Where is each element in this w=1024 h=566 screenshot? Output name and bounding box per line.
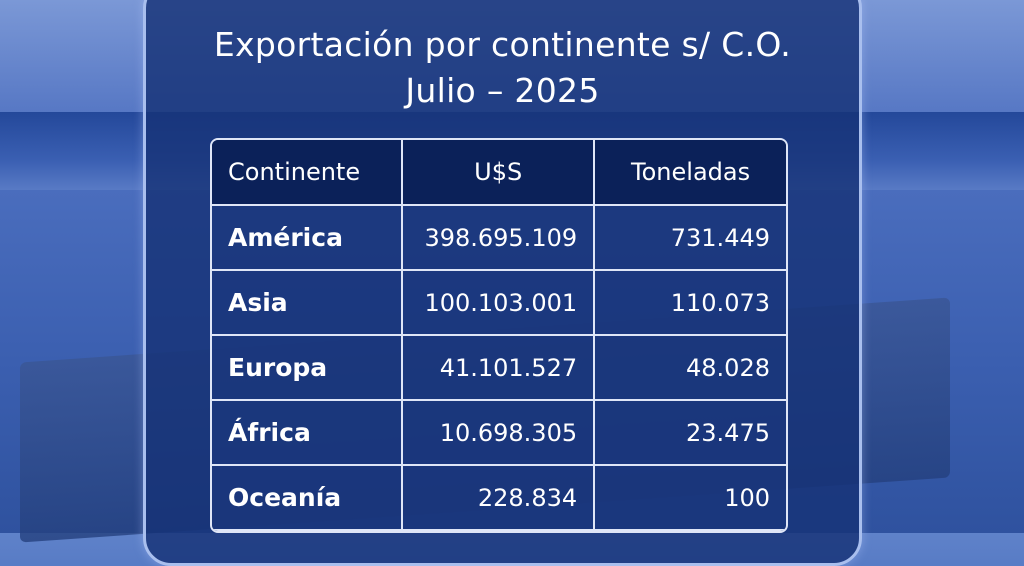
cell-tons: 100 [595,466,786,531]
cell-usd: 398.695.109 [403,206,596,271]
table-header-row: Continente U$S Toneladas [212,140,786,206]
cell-tons: 110.073 [595,271,786,336]
cell-continent: Asia [212,271,404,336]
cell-tons: 48.028 [595,336,786,401]
table-row: Oceanía 228.834 100 [212,466,786,531]
cell-continent: Europa [212,336,404,401]
cell-continent: Oceanía [212,466,404,531]
cell-continent: América [212,206,404,271]
cell-usd: 100.103.001 [403,271,596,336]
table-row: América 398.695.109 731.449 [212,206,786,271]
table-row: África 10.698.305 23.475 [212,401,786,466]
header-usd: U$S [403,140,596,206]
cell-continent: África [212,401,404,466]
title-line-2: Julio – 2025 [405,71,600,110]
header-continent: Continente [212,140,404,206]
cell-tons: 731.449 [595,206,786,271]
export-table: Continente U$S Toneladas América 398.695… [210,138,788,533]
cell-usd: 41.101.527 [403,336,596,401]
cell-usd: 10.698.305 [403,401,596,466]
header-tons: Toneladas [595,140,786,206]
cell-usd: 228.834 [403,466,596,531]
table-row: Europa 41.101.527 48.028 [212,336,786,401]
cell-tons: 23.475 [595,401,786,466]
table-row: Asia 100.103.001 110.073 [212,271,786,336]
title-line-1: Exportación por continente s/ C.O. [213,25,792,64]
page-title: Exportación por continente s/ C.O. Julio… [143,22,862,114]
